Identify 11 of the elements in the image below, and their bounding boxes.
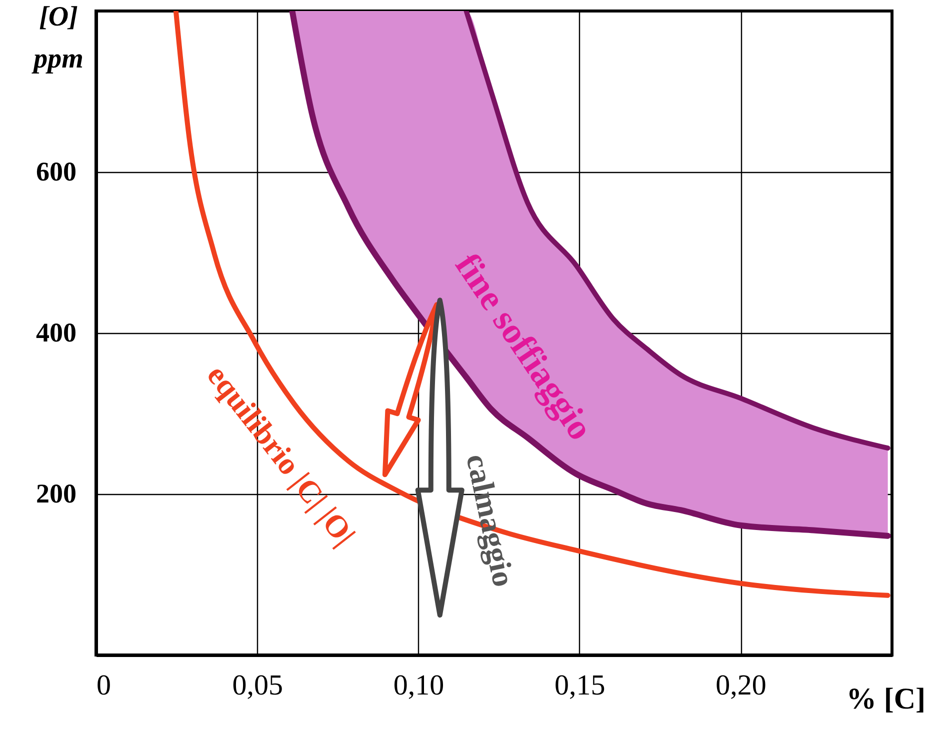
y-tick-label: 400 xyxy=(36,318,76,348)
x-axis-title: % [C] xyxy=(846,682,926,716)
x-tick-label: 0,15 xyxy=(554,670,606,702)
y-tick-label: 200 xyxy=(36,478,76,508)
y-axis-title: [O] ppm xyxy=(32,2,84,74)
annotation: calmaggio xyxy=(460,450,522,590)
y-tick-label: 600 xyxy=(36,156,76,186)
x-tick-label: 0,05 xyxy=(232,670,284,702)
x-tick-label: 0 xyxy=(96,670,111,702)
x-tick-label: 0,20 xyxy=(716,670,766,702)
x-tick-label: 0,10 xyxy=(393,670,444,702)
